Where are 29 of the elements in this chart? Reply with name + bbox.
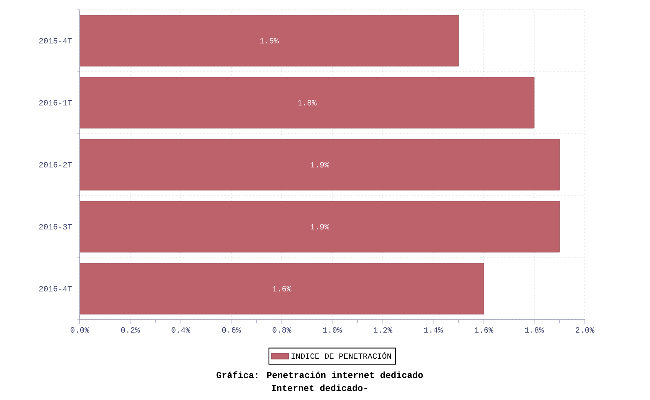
x-tick-label: 1.4% (424, 328, 444, 333)
data-label: 1.5% (260, 38, 279, 44)
y-tick-label: 2016-3T (39, 224, 72, 230)
y-tick-label: 2016-4T (39, 286, 72, 292)
x-tick-label: 0.0% (70, 328, 90, 333)
x-tick-label: 2.0% (576, 328, 595, 333)
y-tick-label: 2016-1T (39, 100, 72, 106)
x-tick-label: 1.6% (474, 328, 494, 333)
data-label: 1.9% (310, 224, 330, 230)
bar (80, 263, 484, 315)
x-tick-label: 0.2% (121, 328, 140, 333)
text: Gráfica: Penetración internet dedicado (216, 372, 424, 378)
bar (80, 139, 560, 191)
data-label: 1.8% (298, 100, 317, 106)
x-tick-label: 0.4% (172, 328, 191, 333)
x-tick-label: 1.2% (374, 328, 393, 333)
x-tick-label: 0.8% (272, 328, 292, 333)
y-tick-label: 2016-2T (39, 162, 72, 168)
text: Internet dedicado- (272, 384, 368, 392)
x-tick-label: 0.6% (222, 328, 242, 333)
bar (80, 15, 459, 67)
data-label: 1.6% (272, 286, 292, 292)
x-tick-label: 1.0% (323, 328, 342, 333)
bar (80, 201, 560, 253)
x-tick-label: 1.8% (525, 328, 544, 333)
data-label: 1.9% (310, 162, 330, 168)
legend-label: INDICE DE PENETRACIÓN (292, 352, 392, 360)
y-tick-label: 2015-4T (39, 38, 72, 44)
bar (80, 77, 535, 129)
